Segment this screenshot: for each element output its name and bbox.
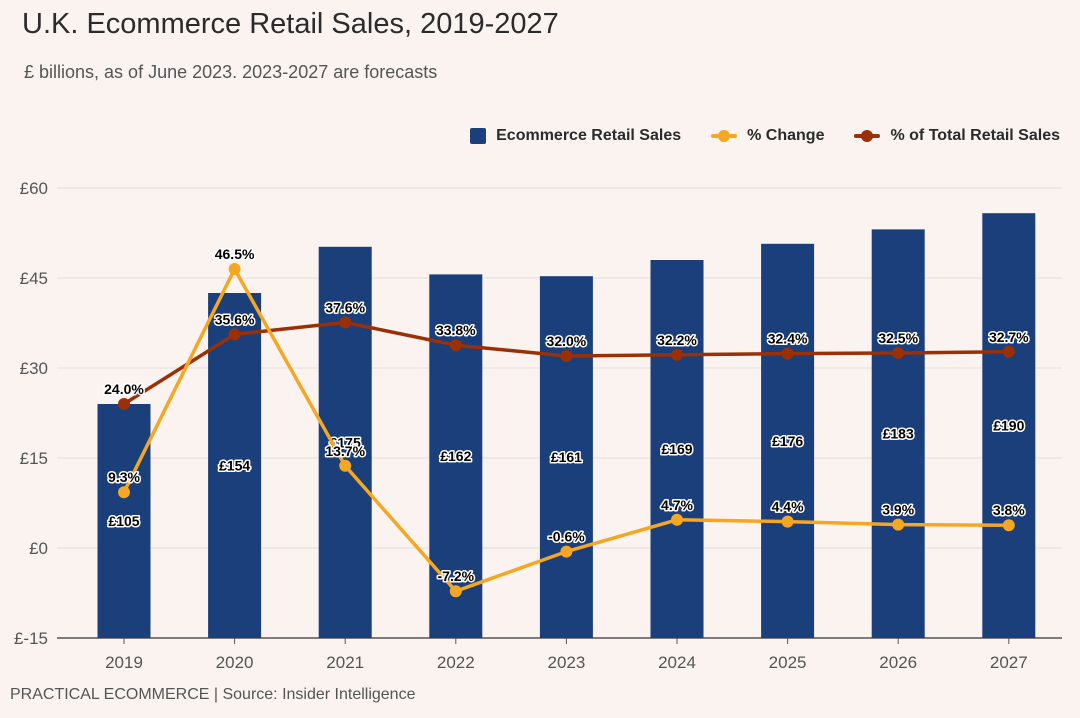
x-tick-label: 2025 — [769, 653, 807, 672]
change-data-label: 4.4% — [772, 499, 804, 515]
change-point — [118, 486, 130, 499]
y-tick-label: £15 — [20, 449, 48, 468]
share-data-label: 32.4% — [768, 331, 808, 347]
change-point — [228, 263, 241, 275]
bar — [982, 213, 1036, 638]
bar-value-label: £154 — [219, 458, 250, 474]
legend-swatch-share — [854, 130, 881, 142]
x-tick-label: 2020 — [216, 653, 254, 672]
share-point — [892, 347, 905, 359]
x-tick-label: 2026 — [879, 653, 917, 672]
share-data-label: 33.8% — [436, 322, 476, 338]
legend-item-share: % of Total Retail Sales — [854, 127, 1060, 145]
bar — [318, 246, 372, 639]
y-tick-label: £60 — [20, 179, 48, 198]
share-point — [671, 348, 683, 361]
share-data-label: 37.6% — [325, 299, 365, 315]
legend-label-change: % Change — [747, 127, 825, 144]
change-data-label: -0.6% — [548, 529, 585, 545]
share-point — [560, 350, 573, 362]
change-data-label: 4.7% — [661, 497, 693, 513]
y-tick-label: £30 — [20, 359, 48, 378]
share-data-label: 32.7% — [989, 329, 1029, 345]
legend-item-change: % Change — [711, 127, 824, 145]
x-tick-label: 2023 — [547, 653, 585, 672]
legend-label-share: % of Total Retail Sales — [890, 127, 1060, 144]
bar — [429, 274, 483, 638]
change-point — [449, 585, 462, 598]
share-point — [118, 398, 130, 410]
bar — [761, 243, 815, 639]
bar-value-label: £176 — [772, 433, 803, 449]
x-tick-label: 2024 — [658, 653, 696, 672]
bar — [871, 229, 925, 638]
x-tick-label: 2027 — [990, 653, 1028, 672]
legend-swatch-change — [711, 130, 738, 142]
share-point — [781, 347, 794, 360]
share-point — [449, 339, 462, 352]
change-point — [560, 545, 573, 558]
bar-value-label: £169 — [661, 441, 692, 457]
bar — [539, 276, 593, 638]
bar-value-label: £183 — [883, 426, 914, 442]
source-credit: PRACTICAL ECOMMERCE | Source: Insider In… — [10, 686, 416, 703]
change-point — [339, 459, 352, 472]
legend: Ecommerce Retail Sales % Change % of Tot… — [470, 127, 1060, 145]
share-point — [339, 316, 352, 329]
legend-swatch-sales — [470, 128, 487, 144]
bar — [650, 260, 704, 638]
x-tick-label: 2021 — [326, 653, 364, 672]
bar-value-label: £161 — [551, 449, 582, 465]
bar — [208, 293, 262, 638]
share-data-label: 32.2% — [657, 332, 697, 348]
legend-label-sales: Ecommerce Retail Sales — [496, 127, 682, 144]
chart-subtitle: £ billions, as of June 2023. 2023-2027 a… — [24, 62, 438, 82]
change-point — [892, 518, 905, 531]
share-point — [1002, 345, 1015, 358]
change-data-label: 46.5% — [215, 246, 255, 262]
y-tick-label: £45 — [20, 269, 48, 288]
bar-value-label: £162 — [440, 448, 471, 464]
bar-value-label: £105 — [108, 513, 139, 529]
chart-title: U.K. Ecommerce Retail Sales, 2019-2027 — [22, 8, 559, 40]
legend-item-sales: Ecommerce Retail Sales — [470, 127, 681, 145]
x-tick-label: 2019 — [105, 653, 143, 672]
change-point — [781, 515, 794, 528]
share-data-label: 35.6% — [215, 311, 255, 327]
share-data-label: 32.5% — [878, 330, 918, 346]
y-tick-label: £-15 — [14, 629, 48, 648]
change-point — [1002, 519, 1015, 532]
change-data-label: 3.9% — [882, 502, 914, 518]
change-data-label: -7.2% — [438, 568, 475, 584]
share-data-label: 32.0% — [547, 333, 587, 349]
x-tick-label: 2022 — [437, 653, 475, 672]
y-tick-label: £0 — [29, 539, 48, 558]
bar-value-label: £190 — [993, 418, 1024, 434]
change-data-label: 3.8% — [993, 502, 1025, 518]
change-data-label: 9.3% — [108, 469, 140, 485]
bar — [97, 404, 151, 638]
share-point — [228, 328, 241, 341]
change-point — [671, 513, 683, 526]
share-data-label: 24.0% — [104, 381, 144, 397]
change-data-label: 13.7% — [325, 443, 365, 459]
